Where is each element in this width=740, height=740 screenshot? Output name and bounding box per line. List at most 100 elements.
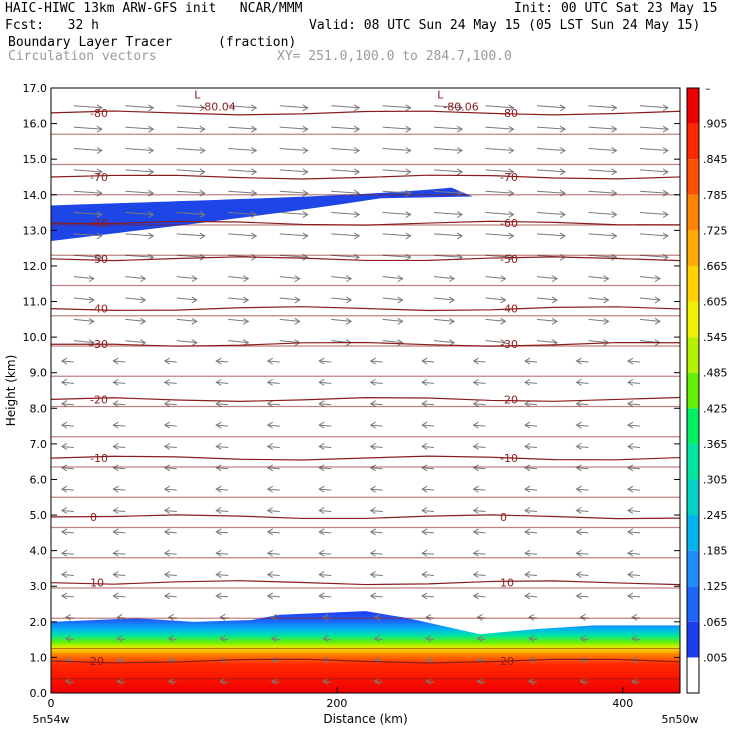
colorbar-swatch [687, 479, 699, 516]
wind-vector-head [191, 339, 198, 347]
wind-vector [168, 680, 177, 683]
wind-vector-head [215, 400, 222, 408]
wind-vector-head [243, 317, 250, 325]
wind-vector [382, 318, 403, 322]
wind-vector-head [575, 592, 582, 600]
wind-vector-head [369, 443, 376, 450]
wind-vector [113, 574, 126, 577]
wind-vector [627, 424, 641, 427]
wind-vector [580, 680, 589, 683]
isotherm-label: -80 [500, 107, 518, 120]
wind-vector-head [559, 104, 567, 112]
wind-vector-head [627, 378, 634, 386]
wind-vector-head [472, 592, 479, 600]
wind-vector-head [421, 378, 428, 386]
wind-vector [525, 595, 538, 598]
wind-vector-head [60, 378, 68, 386]
wind-vector [125, 148, 154, 151]
wind-vector [477, 638, 486, 641]
wind-vector [639, 212, 669, 216]
field-units: (fraction) [218, 35, 297, 50]
wind-vector-head [270, 635, 277, 643]
wind-vector-head [163, 592, 171, 600]
wind-vector [65, 680, 74, 683]
colorbar-label: .485 [703, 367, 728, 380]
wind-vector [537, 105, 566, 109]
wind-vector [588, 318, 609, 322]
wind-vector-head [318, 592, 325, 600]
wind-vector-head [322, 613, 329, 621]
colorbar-swatch [687, 443, 699, 480]
colorbar-swatch [687, 159, 699, 195]
wind-vector [576, 488, 589, 491]
wind-vector-head [627, 549, 634, 557]
wind-vector [228, 169, 257, 173]
wind-vector [267, 574, 280, 577]
wind-vector [319, 488, 332, 491]
wind-vector-head [472, 528, 479, 536]
wind-vector [627, 531, 641, 534]
wind-vector [319, 574, 332, 577]
wind-vector-head [96, 125, 103, 133]
wind-vector-head [456, 147, 464, 154]
colorbar-label: .905 [703, 118, 728, 131]
wind-vector-head [662, 125, 669, 133]
wind-vector-head [603, 317, 610, 325]
wind-vector [331, 297, 352, 301]
wind-vector [279, 276, 300, 280]
x-axis-label: Distance (km) [323, 712, 407, 726]
wind-vector-head [627, 507, 634, 514]
y-tick-label: 2.0 [30, 616, 48, 629]
colorbar-swatch [687, 586, 699, 622]
wind-vector-head [318, 485, 325, 493]
wind-vector-head [508, 147, 515, 154]
wind-vector [323, 680, 332, 683]
wind-vector-head [199, 232, 206, 240]
wind-vector-head [448, 275, 456, 283]
wind-vector-head [167, 635, 175, 643]
wind-vector-head [96, 232, 103, 240]
isotherm--40 [50, 306, 681, 312]
wind-vector [576, 574, 589, 577]
wind-vector [434, 340, 455, 344]
wind-vector [639, 148, 669, 151]
wind-vector-head [88, 296, 95, 304]
wind-vector-head [421, 507, 428, 514]
wind-vector [113, 510, 126, 512]
wind-vector [422, 574, 435, 577]
wind-vector-head [472, 421, 479, 429]
wind-vector [176, 148, 205, 151]
wind-vector-head [318, 549, 325, 557]
wind-vector-head [60, 400, 68, 408]
wind-vector-head [421, 443, 428, 450]
y-axis-label: Height (km) [4, 355, 18, 426]
wind-vector-head [575, 485, 582, 493]
wind-vector-head [294, 317, 301, 325]
colorbar-top-mark: – [705, 82, 711, 95]
wind-vector-head [575, 549, 582, 557]
wind-vector-head [219, 613, 226, 621]
wind-vector [473, 445, 486, 448]
wind-vector-head [112, 357, 119, 365]
wind-vector [279, 169, 308, 173]
wind-vector [382, 169, 411, 173]
wind-vector-head [215, 464, 222, 472]
wind-vector-head [60, 464, 68, 472]
wind-vector [485, 148, 514, 151]
wind-vector-head [397, 339, 404, 347]
wind-vector-head [112, 592, 119, 600]
wind-vector-head [472, 357, 479, 365]
boundary-layer-tracer [51, 611, 680, 693]
wind-vector-head [318, 378, 325, 386]
upper-tracer-layer [51, 187, 473, 242]
isotherm-label: 0 [500, 511, 507, 524]
wind-vector-head [112, 485, 119, 493]
wind-vector [588, 169, 617, 173]
wind-vector-head [508, 125, 515, 133]
wind-vector-head [243, 296, 250, 304]
wind-vector [331, 190, 360, 194]
wind-vector-head [575, 400, 582, 408]
isotherm-label: -10 [500, 452, 518, 465]
wind-vector [434, 148, 463, 151]
wind-vector-head [508, 211, 515, 218]
